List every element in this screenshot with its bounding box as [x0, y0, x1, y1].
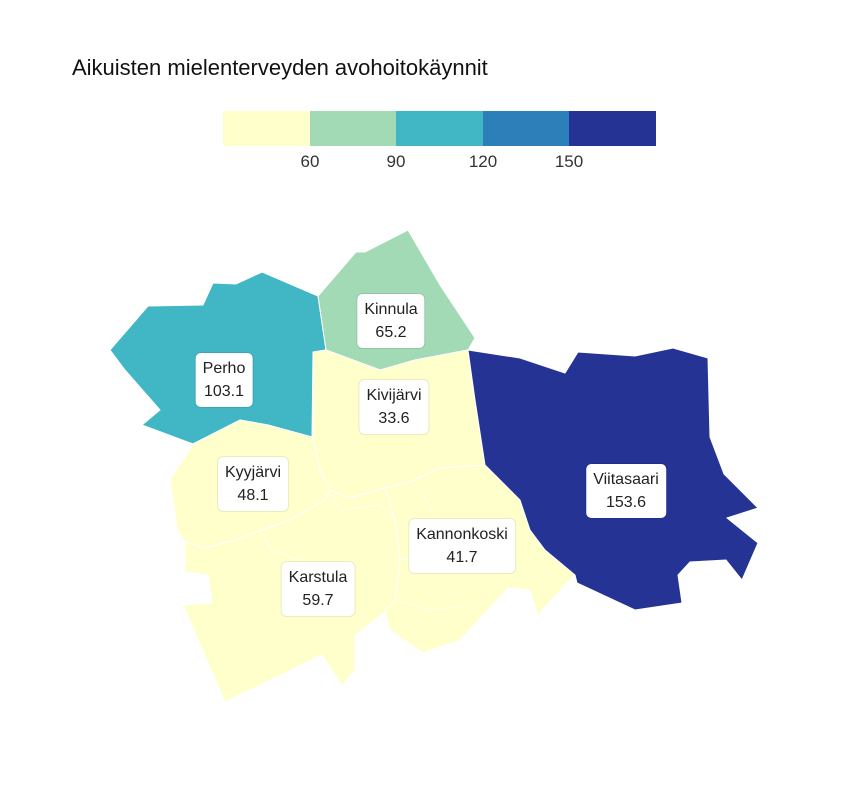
region-label-perho: Perho 103.1 — [195, 353, 253, 407]
region-value: 48.1 — [237, 487, 269, 504]
region-value: 103.1 — [203, 383, 245, 400]
legend-swatch-4 — [482, 111, 570, 146]
region-name: Kivijärvi — [366, 387, 422, 404]
region-name: Viitasaari — [593, 471, 659, 488]
legend-swatch-1 — [223, 111, 310, 146]
legend-tick: 90 — [386, 152, 406, 171]
region-label-kannonkoski: Kannonkoski 41.7 — [409, 519, 515, 573]
region-value: 153.6 — [605, 494, 647, 511]
region-label-kivijarvi: Kivijärvi 33.6 — [359, 380, 429, 434]
legend-ticks: 60 90 120 150 — [223, 152, 656, 176]
region-value: 33.6 — [378, 410, 410, 427]
legend-tick: 120 — [468, 152, 498, 171]
map-title: Aikuisten mielenterveyden avohoitokäynni… — [72, 55, 488, 80]
region-value: 41.7 — [446, 549, 478, 566]
region-name: Kyyjärvi — [224, 464, 282, 481]
region-name: Kannonkoski — [416, 526, 508, 543]
legend-tick: 60 — [300, 152, 320, 171]
region-value: 65.2 — [375, 324, 407, 341]
color-legend — [223, 111, 656, 146]
legend-swatch-5 — [569, 111, 656, 146]
legend-tick: 150 — [554, 152, 584, 171]
region-name: Perho — [202, 360, 246, 377]
region-label-viitasaari: Viitasaari 153.6 — [586, 464, 666, 518]
region-name: Kinnula — [364, 301, 418, 318]
region-label-kinnula: Kinnula 65.2 — [357, 294, 425, 348]
legend-swatch-3 — [396, 111, 483, 146]
region-name: Karstula — [288, 569, 348, 586]
region-value: 59.7 — [302, 592, 334, 609]
region-label-karstula: Karstula 59.7 — [281, 562, 355, 616]
legend-swatch-2 — [309, 111, 397, 146]
region-label-kyyjarvi: Kyyjärvi 48.1 — [217, 457, 289, 511]
